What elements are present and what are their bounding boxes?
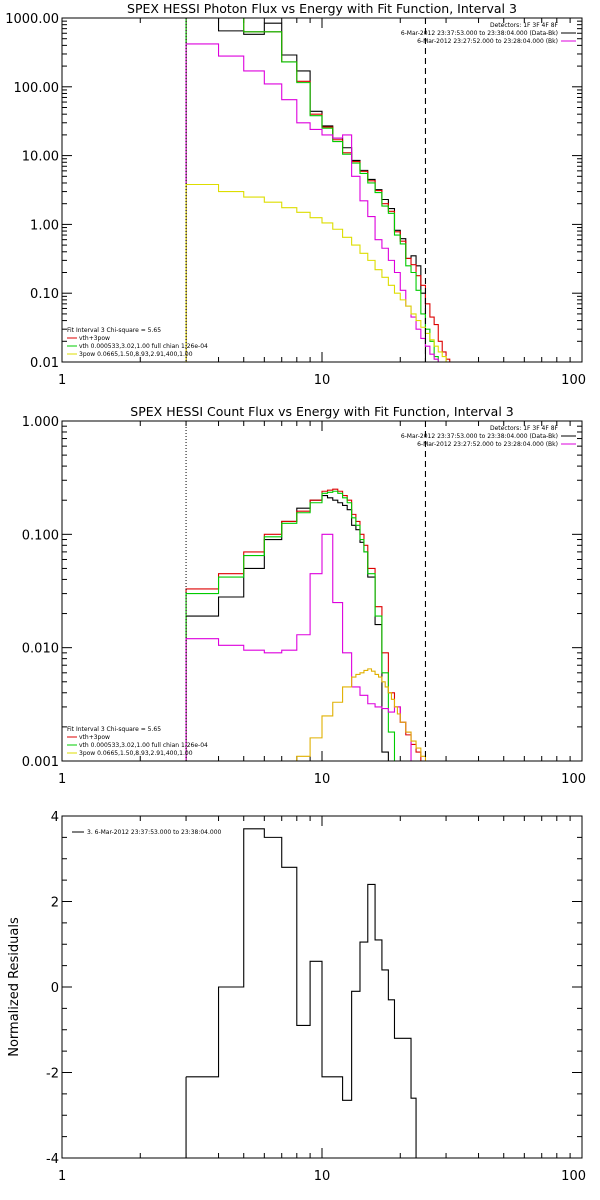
y-tick-label: 0.10 — [30, 287, 59, 302]
y-tick-label: 0.010 — [22, 642, 59, 657]
y-tick-label: -4 — [46, 1152, 59, 1167]
legend-bottom-entry: vth+3pow — [79, 335, 110, 342]
y-tick-label: 2 — [51, 896, 59, 911]
y-axis-label: Normalized Residuals — [7, 917, 22, 1057]
series-line-data — [185, 494, 389, 761]
y-tick-label: 1000.00 — [5, 12, 59, 27]
x-tick-label: 1 — [58, 1169, 66, 1184]
y-tick-label: 4 — [51, 810, 59, 825]
chart-title: SPEX HESSI Photon Flux vs Energy with Fi… — [127, 1, 517, 16]
x-tick-label: 1 — [58, 373, 66, 388]
x-tick-label: 10 — [314, 772, 331, 787]
legend-bottom-entry: 3pow 0.0665,1.50,8.93,2.91,400,1.00 — [79, 351, 193, 358]
series-line-spow — [185, 183, 451, 362]
series-line-vth — [185, 18, 439, 362]
y-tick-label: 1.000 — [22, 415, 59, 430]
y-tick-label: 0.001 — [22, 755, 59, 770]
legend-bottom-entry: vth 0.000533,3.02,1.00 full chian 1.26e-… — [79, 742, 208, 749]
chart-panel-3: Normalized Residuals 1 10 100 -4 -2 0 2 4 3. 6-Ma… — [7, 810, 586, 1184]
plot-frame — [61, 815, 583, 1159]
plot-frame — [61, 420, 583, 762]
y-tick-label: 0 — [51, 981, 59, 996]
y-tick-label: 0.100 — [22, 528, 59, 543]
chart-title: SPEX HESSI Count Flux vs Energy with Fit… — [130, 404, 513, 419]
series-line-vth_spow — [185, 18, 451, 362]
chart-panel-2: SPEX HESSI Count Flux vs Energy with Fit… — [22, 404, 586, 787]
x-tick-label: 10 — [314, 373, 331, 388]
x-tick-label: 100 — [561, 772, 586, 787]
x-tick-label: 10 — [314, 1169, 331, 1184]
series-line-spow_count — [296, 668, 427, 761]
series-line-bk — [185, 43, 443, 362]
legend-bottom-entry: Fit Interval 3 Chi-square = 5.65 — [67, 726, 161, 733]
y-tick-label: 10.00 — [22, 150, 59, 165]
plot-frame — [61, 17, 583, 363]
x-tick-label: 100 — [561, 1169, 586, 1184]
x-tick-label: 100 — [561, 373, 586, 388]
y-tick-label: 0.01 — [30, 356, 59, 371]
plot-area — [185, 18, 451, 362]
legend-bottom-entry: vth+3pow — [79, 734, 110, 741]
legend-top-entry: 6-Mar-2012 23:37:53.000 to 23:38:04.000 … — [401, 433, 558, 440]
x-tick-label: 1 — [58, 772, 66, 787]
series-line-data — [186, 828, 427, 1158]
legend-bottom-entry: Fit Interval 3 Chi-square = 5.65 — [67, 327, 161, 334]
series-line-vth_spow — [185, 488, 427, 761]
legend-top-entry: 6-Mar-2012 23:27:52.000 to 23:28:04.000 … — [417, 441, 558, 448]
legend-top-entry: Detectors: 1F 3F 4F 8F — [490, 425, 559, 432]
series-line-vth — [185, 490, 401, 761]
plot-area — [185, 488, 427, 761]
plot-area — [186, 828, 427, 1158]
legend-top-entry: Detectors: 1F 3F 4F 8F — [490, 22, 559, 29]
y-tick-label: 1.00 — [30, 218, 59, 233]
y-tick-label: -2 — [46, 1067, 59, 1082]
series-line-bk — [185, 533, 412, 761]
series-line-data — [185, 18, 427, 362]
legend-top-entry: 6-Mar-2012 23:27:52.000 to 23:28:04.000 … — [417, 38, 558, 45]
chart-panel-1: SPEX HESSI Photon Flux vs Energy with Fi… — [5, 1, 586, 388]
legend-bottom-entry: 3pow 0.0665,1.50,8.93,2.91,400,1.00 — [79, 750, 193, 757]
legend-top-entry: 3. 6-Mar-2012 23:37:53.000 to 23:38:04.0… — [87, 829, 222, 836]
legend-top-entry: 6-Mar-2012 23:37:53.000 to 23:38:04.000 … — [401, 30, 558, 37]
y-tick-label: 100.00 — [14, 81, 60, 96]
legend-bottom-entry: vth 0.000533,3.02,1.00 full chian 1.26e-… — [79, 343, 208, 350]
